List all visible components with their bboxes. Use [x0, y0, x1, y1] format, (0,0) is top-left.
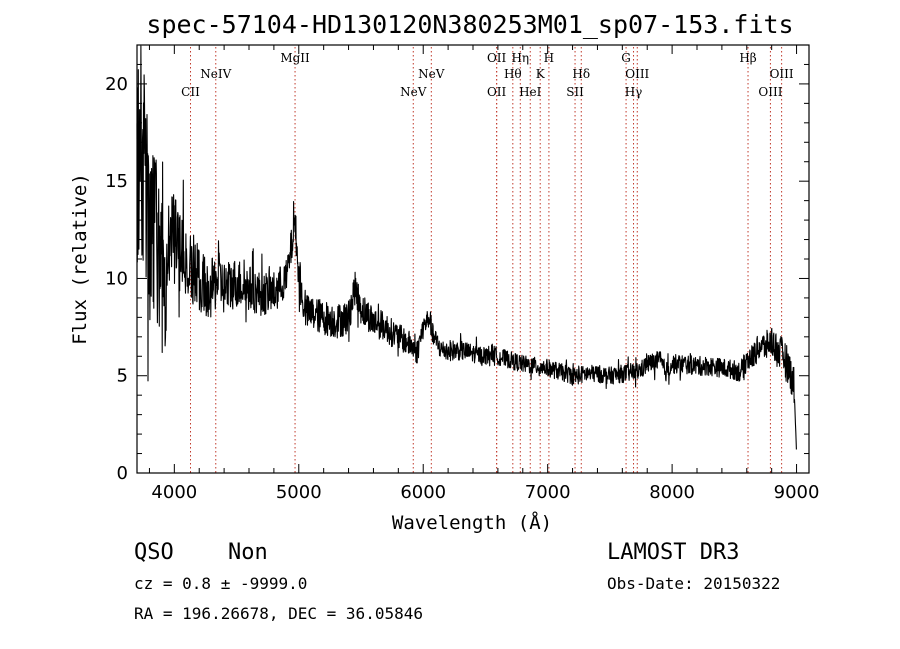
emission-line-label: NeV [418, 67, 445, 81]
emission-line-markers [190, 47, 783, 473]
survey-name: LAMOST DR3 [607, 540, 739, 565]
obs-date: Obs-Date: 20150322 [607, 574, 780, 593]
emission-line-label: OIII [758, 85, 782, 99]
y-tick-label: 0 [117, 463, 128, 484]
emission-line-label: Hδ [572, 67, 590, 81]
x-tick-label: 5000 [276, 482, 322, 503]
spectrum-line [136, 45, 797, 450]
y-tick-label: 10 [105, 268, 128, 289]
emission-line-label: OIII [770, 67, 794, 81]
x-tick-label: 6000 [400, 482, 446, 503]
redshift-cz: cz = 0.8 ± -9999.0 [134, 574, 307, 593]
chart-title: spec-57104-HD130120N380253M01_sp07-153.f… [146, 10, 793, 39]
y-axis-label: Flux (relative) [69, 173, 91, 345]
emission-line-label: NeV [400, 85, 427, 99]
object-subclass: Non [228, 540, 268, 565]
emission-line-label: SII [566, 85, 584, 99]
emission-line-label: K [536, 67, 546, 81]
y-tick-label: 20 [105, 74, 128, 95]
emission-line-label: HeI [519, 85, 542, 99]
y-tick-label: 5 [117, 366, 128, 387]
emission-line-label: Hη [511, 51, 529, 65]
emission-line-label: MgII [280, 51, 310, 65]
y-tick-label: 15 [105, 171, 128, 192]
emission-line-label: G [621, 51, 631, 65]
x-tick-label: 9000 [774, 482, 820, 503]
x-axis-label: Wavelength (Å) [392, 511, 552, 534]
ra-dec-coords: RA = 196.26678, DEC = 36.05846 [134, 604, 423, 623]
emission-line-label: H [544, 51, 554, 65]
emission-line-label: OII [487, 85, 507, 99]
emission-line-label: OIII [625, 67, 649, 81]
axis-ticks: 4000 5000 6000 7000 8000 9000 0 5 10 15 20 [105, 45, 819, 503]
x-tick-label: 7000 [525, 482, 571, 503]
emission-line-label: CII [181, 85, 200, 99]
emission-line-label: NeIV [200, 67, 231, 81]
x-tick-label: 4000 [151, 482, 197, 503]
object-class: QSO [134, 540, 174, 565]
emission-line-label: Hγ [625, 85, 643, 99]
emission-line-label: Hθ [504, 67, 522, 81]
x-tick-label: 8000 [649, 482, 695, 503]
emission-line-label: OII [487, 51, 507, 65]
plot-frame [136, 44, 810, 474]
emission-line-label: Hβ [739, 51, 756, 65]
